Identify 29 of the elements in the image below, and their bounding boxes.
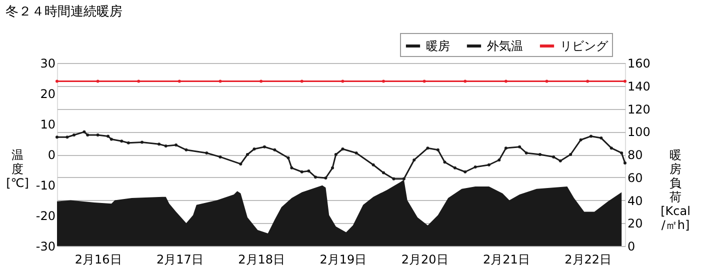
y-tick-label: 20 [40,87,56,101]
y2-tick-label: 140 [628,79,650,94]
y2-tick-label: 0 [628,240,636,254]
y-tick-label: -30 [36,240,56,254]
x-tick-label: 2月20日 [401,252,448,266]
legend-label: 外気温 [487,39,523,53]
y2-tick-label: 100 [628,125,650,140]
y-tick-label: 10 [40,118,56,132]
y-tick-label: 0 [48,148,56,162]
y-axis-title: 温度[℃] [6,148,29,190]
y-tick-label: -20 [36,209,56,223]
y2-tick-label: 80 [628,148,643,162]
y2-tick-label: 60 [628,170,643,185]
y2-tick-label: 160 [628,56,650,70]
y2-tick-label: 120 [628,102,650,116]
legend-label: リビング [560,39,609,53]
x-tick-label: 2月19日 [320,252,367,266]
y2-axis-title: 暖房負荷[Kcal/㎡h] [660,148,690,232]
y-tick-label: -10 [36,178,56,192]
x-tick-label: 2月18日 [238,252,286,266]
legend-label: 暖房 [426,39,450,53]
y2-tick-label: 20 [628,216,643,231]
x-tick-label: 2月21日 [483,252,530,266]
y-tick-label: 30 [40,56,56,70]
chart-title: 冬２４時間連続暖房 [6,4,123,20]
x-tick-label: 2月16日 [74,252,122,266]
x-tick-label: 2月17日 [156,252,204,266]
x-tick-label: 2月22日 [564,252,612,266]
y2-tick-label: 40 [628,194,643,208]
